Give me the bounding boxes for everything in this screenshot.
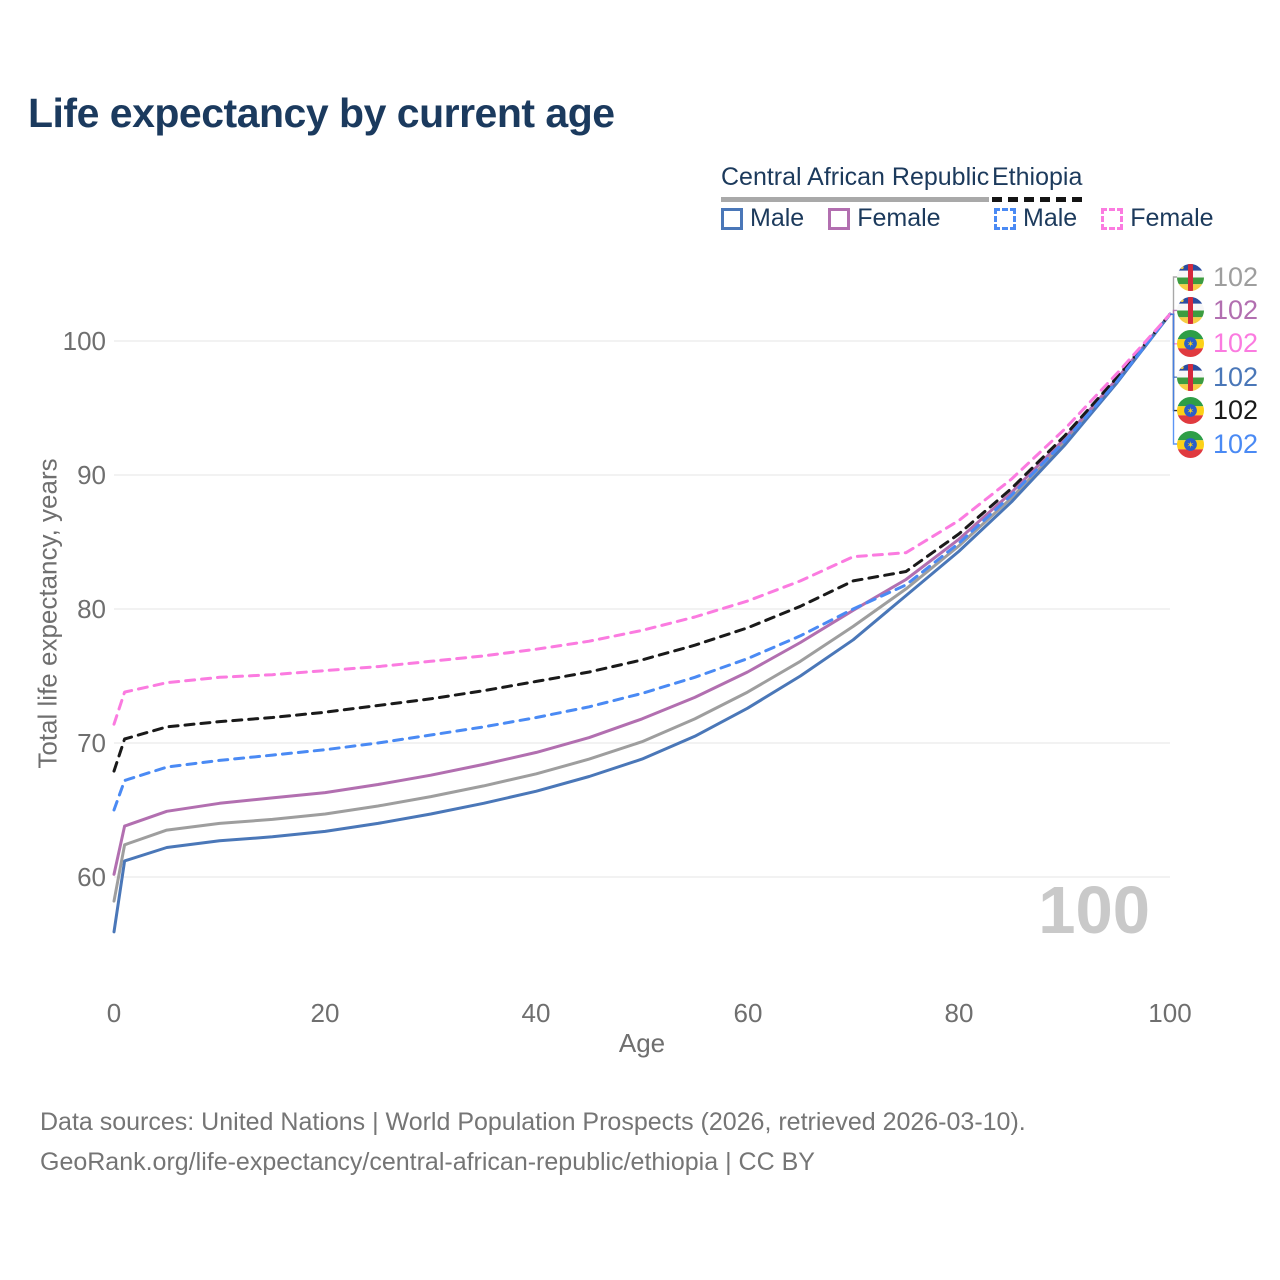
end-value-label: 102 <box>1213 428 1259 459</box>
series-line-car_female <box>112 312 1172 876</box>
legend-country-central-african-republic[interactable]: Central African Republic <box>721 163 990 202</box>
legend-item-eth-female[interactable]: Female <box>1101 204 1214 233</box>
series-end-label-car_both: 102 <box>1177 262 1258 293</box>
y-tick-label: 90 <box>77 460 106 490</box>
y-axis-title: Total life expectancy, years <box>32 458 63 769</box>
x-tick-label: 40 <box>521 998 551 1028</box>
y-tick-label: 80 <box>77 594 106 624</box>
y-tick-label: 70 <box>77 728 106 758</box>
legend-country-ethiopia[interactable]: Ethiopia <box>992 163 1083 202</box>
legend-item-car-female[interactable]: Female <box>828 204 941 233</box>
eth-female-swatch-icon <box>1101 207 1124 230</box>
end-value-label: 102 <box>1213 294 1259 325</box>
end-value-label: 102 <box>1213 328 1259 359</box>
svg-text:✶: ✶ <box>1187 439 1195 449</box>
central-african-republic-flag-icon <box>1177 296 1204 324</box>
series-line-eth_both <box>112 312 1172 773</box>
end-value-label: 102 <box>1213 361 1259 392</box>
legend-item-label: Female <box>857 204 941 232</box>
x-tick-label: 0 <box>106 998 122 1028</box>
ethiopia-flag-icon: ✶ <box>1177 430 1204 458</box>
end-value-label: 102 <box>1213 261 1259 292</box>
legend-item-eth-male[interactable]: Male <box>994 204 1077 233</box>
series-line-car_male <box>112 312 1172 934</box>
series-line-car_both <box>112 312 1172 903</box>
series-end-label-eth_male: ✶ 102 <box>1177 429 1258 460</box>
svg-text:✶: ✶ <box>1187 406 1195 416</box>
x-tick-label: 100 <box>1148 998 1192 1028</box>
legend-item-label: Female <box>1130 204 1214 232</box>
svg-text:✶: ✶ <box>1187 339 1195 349</box>
eth-male-swatch-icon <box>994 207 1016 230</box>
legend-item-label: Male <box>1023 204 1078 232</box>
series-end-label-car_female: 102 <box>1177 295 1258 326</box>
car-female-swatch-icon <box>828 207 851 230</box>
age-counter-watermark: 100 <box>1038 873 1150 948</box>
end-label-leader-eth_male <box>1170 313 1180 445</box>
central-african-republic-flag-icon <box>1177 263 1204 291</box>
x-axis-title: Age <box>618 1028 666 1058</box>
legend-item-car-male[interactable]: Male <box>721 204 804 233</box>
series-end-label-car_male: 102 <box>1177 362 1258 393</box>
ethiopia-flag-icon: ✶ <box>1177 330 1204 358</box>
y-tick-label: 60 <box>77 862 106 892</box>
chart-title: Life expectancy by current age <box>28 90 615 136</box>
series-end-label-eth_both: ✶ 102 <box>1177 395 1258 426</box>
legend-item-label: Male <box>750 204 805 232</box>
x-tick-label: 20 <box>310 998 340 1028</box>
series-line-eth_male <box>112 312 1172 812</box>
legend-row-ethiopia: Male Female <box>994 204 1228 233</box>
y-tick-label: 100 <box>62 326 106 356</box>
central-african-republic-flag-icon <box>1177 363 1204 391</box>
x-tick-label: 60 <box>733 998 763 1028</box>
footer-attribution: GeoRank.org/life-expectancy/central-afri… <box>40 1148 815 1176</box>
footer-data-sources: Data sources: United Nations | World Pop… <box>40 1108 1026 1136</box>
car-male-swatch-icon <box>721 207 743 230</box>
x-tick-label: 80 <box>944 998 974 1028</box>
ethiopia-flag-icon: ✶ <box>1177 397 1204 425</box>
legend-row-car: Male Female <box>721 204 955 233</box>
end-value-label: 102 <box>1213 395 1259 426</box>
series-line-eth_female <box>112 312 1172 726</box>
series-end-label-eth_female: ✶ 102 <box>1177 328 1258 359</box>
